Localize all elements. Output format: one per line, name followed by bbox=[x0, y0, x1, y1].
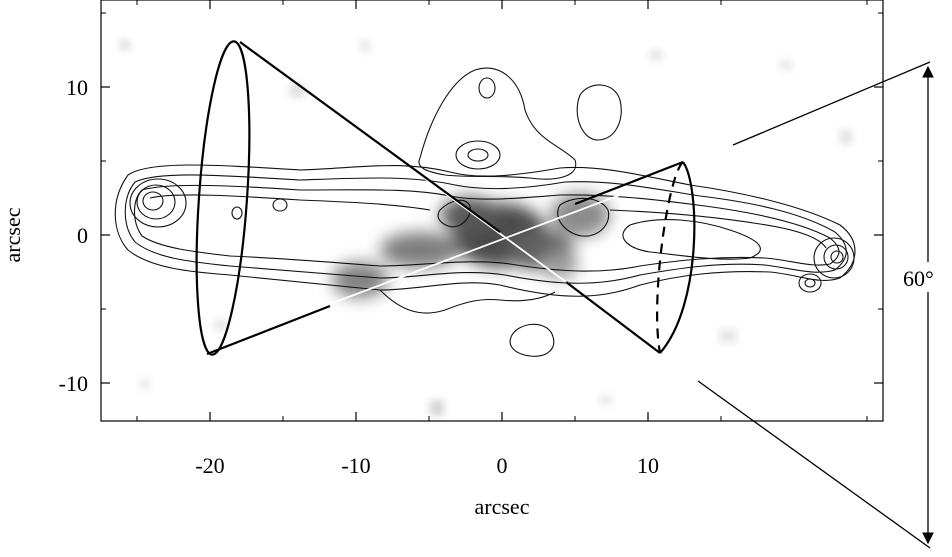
contour-north-small bbox=[478, 77, 496, 99]
y-tick-label: 0 bbox=[77, 223, 88, 248]
y-axis-label: arcsec bbox=[0, 207, 25, 262]
angle-label-bg bbox=[900, 262, 952, 292]
angle-ray-upper bbox=[732, 61, 931, 146]
contour-left-hotspot-2 bbox=[136, 184, 176, 220]
angle-ray-lower bbox=[697, 380, 931, 549]
contour-right-knot-1 bbox=[798, 273, 822, 293]
contour-left-knot bbox=[272, 198, 288, 212]
grayscale-image bbox=[120, 40, 852, 416]
right-cone-base-back bbox=[656, 161, 684, 354]
x-axis-label: arcsec bbox=[475, 494, 530, 519]
left-cone-base bbox=[195, 40, 251, 356]
right-cone-edge-upper bbox=[574, 160, 684, 206]
cones bbox=[195, 40, 696, 356]
contour-north-blob-2 bbox=[467, 148, 489, 162]
x-tick-label: -20 bbox=[195, 453, 224, 478]
contour-2 bbox=[124, 174, 847, 284]
contour-right-hotspot-1 bbox=[813, 237, 855, 279]
plot-frame bbox=[100, 0, 884, 422]
contour-south-lobe bbox=[379, 289, 556, 314]
left-cone-edge-lower bbox=[206, 304, 331, 356]
y-tick-label: -10 bbox=[59, 371, 88, 396]
x-tick-label: 0 bbox=[497, 453, 508, 478]
right-cone-edge-lower bbox=[565, 281, 661, 354]
jet-axis-lines bbox=[329, 174, 621, 305]
angle-label: 60° bbox=[903, 266, 934, 291]
contour-left-knot-2 bbox=[231, 206, 243, 220]
contour-left-hotspot-3 bbox=[142, 191, 164, 211]
tick-labels: -20 -10 0 10 10 0 -10 bbox=[59, 75, 659, 478]
jet-axis-nw bbox=[419, 174, 571, 286]
x-tick-label: -10 bbox=[341, 453, 370, 478]
left-cone-edge-upper bbox=[239, 41, 501, 233]
contour-northeast-blob bbox=[576, 84, 622, 141]
y-tick-label: 10 bbox=[66, 75, 88, 100]
contour-left-hotspot-1 bbox=[129, 178, 187, 228]
contour-north-lobe bbox=[418, 67, 577, 180]
jet-axis-ne bbox=[329, 194, 621, 305]
right-cone-base-front bbox=[659, 161, 696, 354]
contour-south-blob bbox=[509, 323, 555, 357]
x-tick-label: 10 bbox=[637, 453, 659, 478]
contour-4 bbox=[149, 194, 827, 249]
contour-right-hotspot-3 bbox=[830, 250, 844, 264]
contour-right-hotspot-2 bbox=[823, 244, 849, 270]
opening-angle-indicator: 60° bbox=[697, 61, 952, 549]
contour-right-inner bbox=[622, 219, 761, 260]
axis-ticks bbox=[101, 0, 883, 421]
contour-north-blob bbox=[455, 140, 501, 170]
contour-right-knot-2 bbox=[804, 278, 816, 288]
